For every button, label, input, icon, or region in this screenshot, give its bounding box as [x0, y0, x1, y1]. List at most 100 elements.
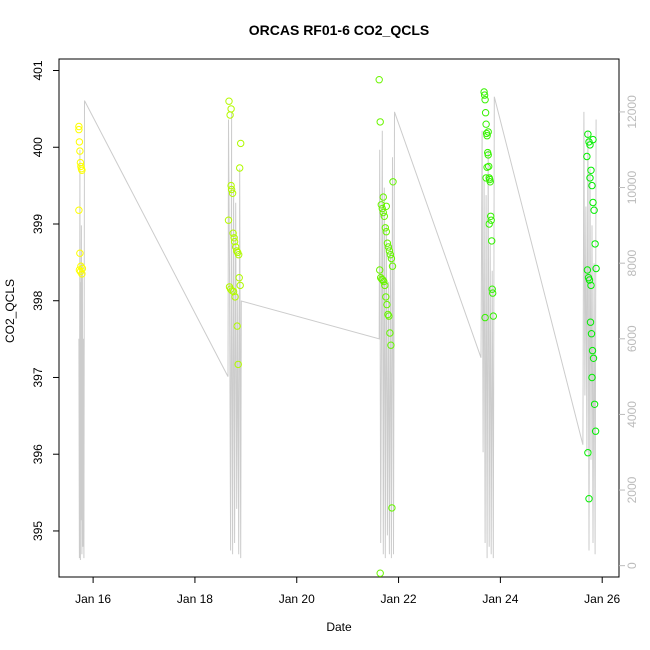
- data-point: [386, 329, 394, 337]
- data-point: [483, 163, 491, 171]
- data-point: [235, 274, 243, 282]
- data-point: [236, 281, 244, 290]
- data-point: [387, 341, 395, 349]
- data-point: [585, 138, 593, 146]
- data-point: [233, 247, 241, 255]
- data-point: [482, 120, 490, 128]
- data-point: [489, 289, 497, 297]
- y2-tick-label: 0: [625, 562, 639, 569]
- y2-axis: 0 2000 4000 6000 8000 10000 12000: [619, 95, 639, 569]
- data-point: [78, 166, 86, 175]
- x-tick-label: Jan 20: [279, 592, 315, 606]
- y2-tick-label: 12000: [625, 95, 639, 129]
- data-point: [234, 360, 242, 369]
- data-point: [588, 346, 597, 355]
- data-point: [230, 234, 238, 242]
- y-tick-label: 401: [31, 60, 45, 80]
- data-point: [76, 147, 84, 155]
- data-point: [587, 330, 596, 338]
- y2-tick-label: 4000: [625, 401, 639, 428]
- data-point: [385, 247, 394, 255]
- y2-tick-label: 8000: [625, 250, 639, 277]
- data-point: [487, 212, 495, 221]
- y2-tick-label: 10000: [625, 171, 639, 205]
- data-point: [225, 97, 233, 105]
- data-point: [235, 251, 243, 259]
- data-point: [586, 174, 594, 182]
- data-point: [377, 201, 385, 209]
- data-point: [589, 354, 598, 362]
- data-point: [583, 266, 592, 274]
- data-point: [588, 373, 596, 382]
- data-point: [380, 277, 388, 286]
- data-point: [75, 125, 83, 134]
- y-axis-label: CO2_QCLS: [3, 279, 17, 343]
- data-point: [227, 105, 235, 113]
- data-point: [484, 151, 492, 159]
- x-tick-label: Jan 22: [381, 592, 417, 606]
- x-tick-label: Jan 24: [482, 592, 518, 606]
- data-point: [76, 249, 84, 257]
- x-axis: Jan 16 Jan 18 Jan 20 Jan 22 Jan 24 Jan 26: [75, 577, 621, 606]
- data-point: [228, 189, 237, 198]
- data-point: [376, 266, 384, 274]
- y-tick-label: 396: [31, 444, 45, 464]
- data-point: [75, 206, 83, 214]
- data-point: [78, 270, 86, 278]
- data-point: [588, 181, 596, 190]
- data-point: [483, 132, 491, 140]
- data-point: [590, 400, 599, 408]
- data-point: [480, 88, 488, 96]
- y-tick-label: 400: [31, 137, 45, 157]
- data-point: [591, 240, 599, 248]
- data-point: [587, 281, 595, 290]
- data-point: [376, 118, 384, 126]
- data-point: [236, 164, 244, 172]
- data-point: [585, 276, 594, 284]
- data-point: [586, 318, 595, 326]
- data-point: [379, 208, 387, 217]
- series-line: [78, 96, 597, 561]
- data-point: [78, 264, 87, 273]
- data-point: [584, 130, 592, 138]
- data-point: [482, 174, 490, 182]
- data-point: [383, 239, 392, 247]
- plot-frame: [58, 58, 620, 578]
- data-point: [484, 128, 492, 136]
- y-tick-label: 395: [31, 521, 45, 541]
- data-point: [375, 76, 383, 84]
- chart-title: ORCAS RF01-6 CO2_QCLS: [249, 22, 429, 38]
- y-tick-label: 399: [31, 214, 45, 234]
- data-point: [584, 449, 592, 457]
- data-point: [592, 264, 600, 273]
- y2-tick-label: 6000: [625, 325, 639, 352]
- x-tick-label: Jan 18: [177, 592, 213, 606]
- data-point: [388, 262, 397, 270]
- data-point: [489, 312, 497, 320]
- data-point: [227, 181, 235, 190]
- data-point: [380, 212, 388, 221]
- data-point: [384, 310, 392, 319]
- data-point: [386, 251, 395, 259]
- data-point: [591, 427, 600, 435]
- data-point: [382, 228, 390, 236]
- data-point: [488, 237, 496, 245]
- data-point: [384, 243, 393, 251]
- data-point: [233, 322, 241, 330]
- data-point: [229, 287, 238, 296]
- y-axis: 395 396 397 398 399 400 401: [31, 60, 59, 541]
- data-points-layer: [75, 76, 600, 577]
- data-point: [480, 91, 489, 99]
- data-point: [587, 166, 595, 175]
- data-point: [378, 275, 386, 283]
- data-point: [383, 300, 391, 309]
- data-point: [388, 504, 396, 512]
- x-tick-label: Jan 16: [75, 592, 111, 606]
- data-point: [583, 152, 591, 161]
- data-point: [75, 138, 84, 146]
- y2-tick-label: 2000: [625, 476, 639, 503]
- x-tick-label: Jan 26: [584, 592, 620, 606]
- data-point: [589, 198, 597, 207]
- data-point: [589, 135, 597, 144]
